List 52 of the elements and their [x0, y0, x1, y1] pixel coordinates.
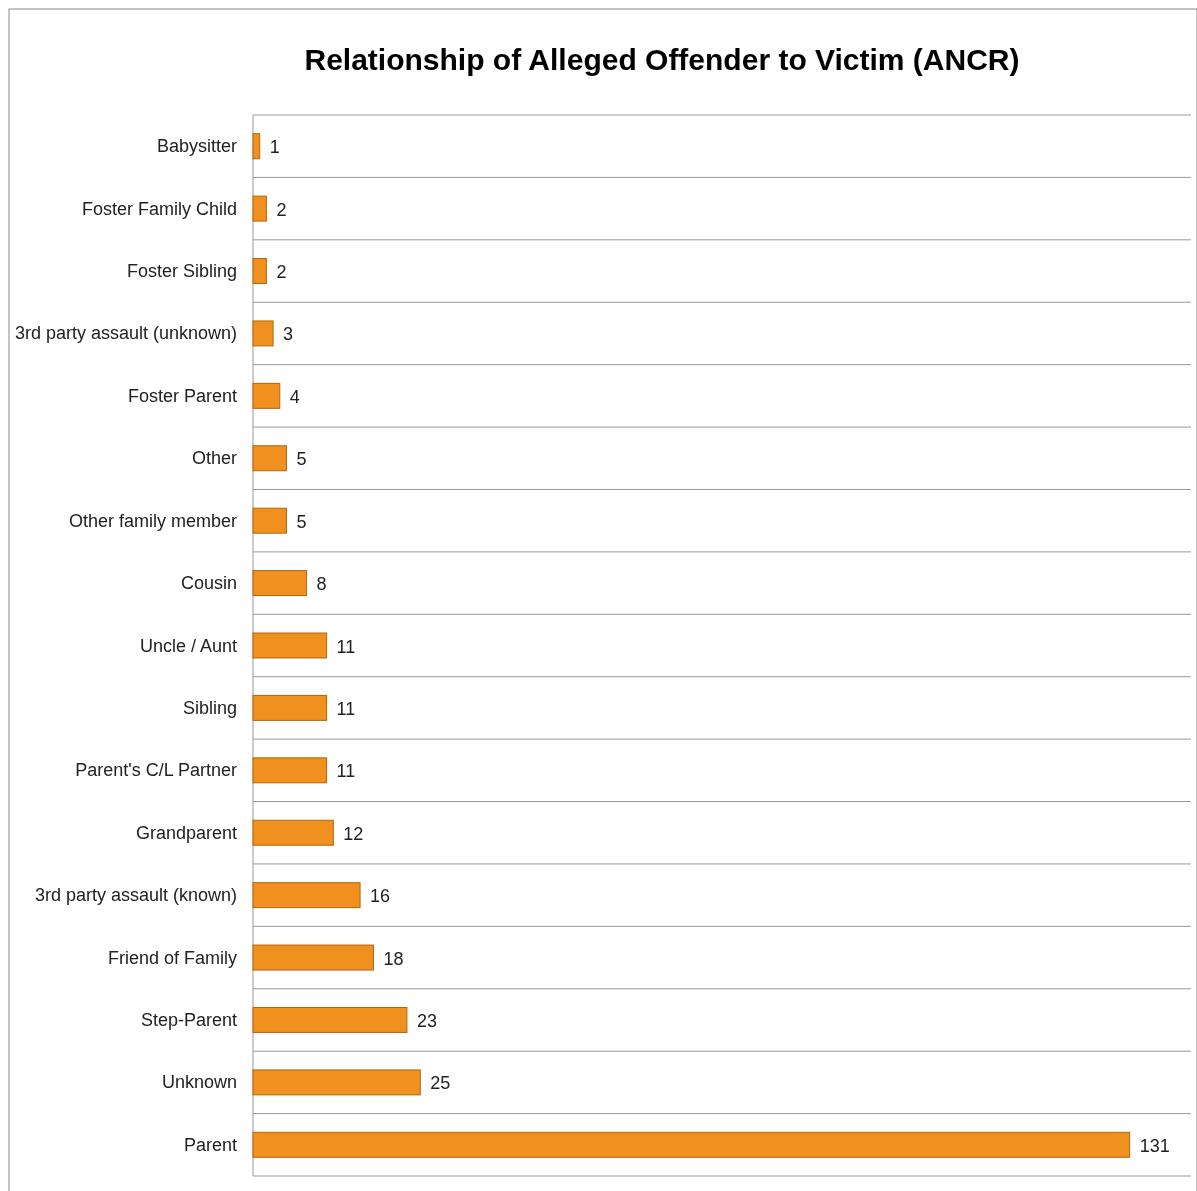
data-label: 18 [383, 948, 404, 969]
data-label: 5 [296, 511, 307, 532]
data-label: 3 [283, 324, 294, 345]
data-label: 5 [296, 449, 307, 470]
data-label: 11 [336, 761, 356, 782]
y-tick-label: Grandparent [135, 822, 237, 843]
data-label: 11 [336, 698, 356, 719]
chart-title: Relationship of Alleged Offender to Victim (ANCR) [304, 43, 1020, 76]
bar [252, 694, 328, 721]
data-label: 16 [370, 886, 391, 907]
bar [252, 944, 374, 971]
data-label: 12 [343, 823, 364, 844]
y-tick-label: Sibling [182, 697, 237, 718]
data-label: 25 [430, 1073, 451, 1094]
bar [252, 507, 287, 534]
data-label: 4 [289, 386, 300, 407]
bar [252, 1069, 421, 1096]
y-tick-label: Parent's C/L Partner [75, 760, 237, 781]
bar [252, 570, 308, 597]
y-tick-label: Cousin [180, 573, 237, 594]
bar [252, 258, 267, 285]
bar [252, 445, 287, 472]
data-label: 23 [416, 1010, 437, 1031]
y-tick-label: Foster Sibling [126, 261, 237, 282]
bar [252, 632, 328, 659]
bar [252, 195, 267, 222]
bar [252, 1006, 408, 1033]
y-tick-label: 3rd party assault (unknown) [14, 323, 237, 344]
bar [252, 757, 328, 784]
bar [252, 382, 281, 409]
bar [252, 882, 361, 909]
y-tick-label: Step-Parent [140, 1009, 237, 1030]
data-label: 131 [1139, 1135, 1170, 1156]
bar [252, 320, 274, 347]
y-tick-label: Friend of Family [107, 947, 237, 968]
y-tick-label: Foster Family Child [81, 198, 237, 219]
data-label: 2 [276, 199, 287, 220]
y-tick-label: Other family member [68, 510, 237, 531]
y-tick-label: Parent [183, 1134, 237, 1155]
bar [252, 1131, 1131, 1158]
y-tick-label: Other [191, 448, 237, 469]
y-tick-label: Foster Parent [127, 385, 237, 406]
y-tick-label: Babysitter [156, 136, 237, 157]
bar [252, 133, 261, 160]
data-label: 8 [316, 574, 327, 595]
y-tick-label: Unknown [161, 1072, 237, 1093]
data-label: 11 [336, 636, 356, 657]
data-label: 1 [269, 137, 280, 158]
y-tick-label: 3rd party assault (known) [34, 885, 237, 906]
data-label: 2 [276, 262, 287, 283]
y-tick-label: Uncle / Aunt [139, 635, 237, 656]
bar [252, 819, 334, 846]
